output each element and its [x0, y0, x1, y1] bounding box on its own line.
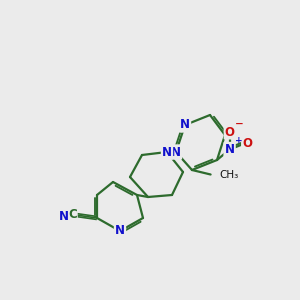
Text: N: N	[180, 118, 190, 131]
Text: O: O	[242, 137, 252, 150]
Text: N: N	[115, 224, 125, 238]
Text: −: −	[235, 119, 244, 129]
Text: C: C	[68, 208, 77, 221]
Text: N: N	[58, 210, 68, 223]
Text: O: O	[225, 126, 235, 139]
Text: +: +	[235, 136, 242, 145]
Text: CH₃: CH₃	[219, 169, 238, 179]
Text: N: N	[162, 146, 172, 158]
Text: N: N	[225, 143, 235, 156]
Text: N: N	[171, 146, 181, 158]
